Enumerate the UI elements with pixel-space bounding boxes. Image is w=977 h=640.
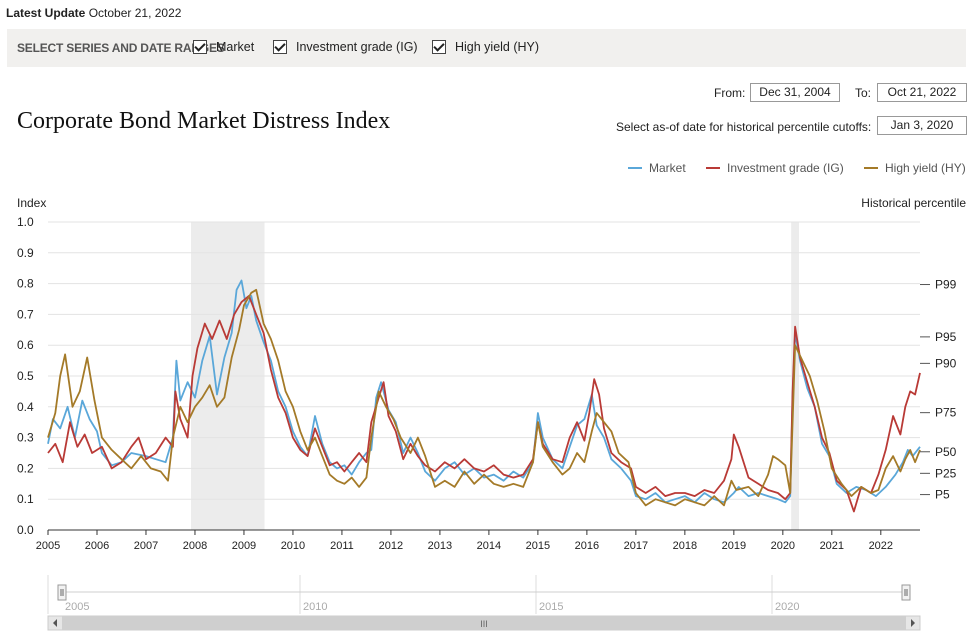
latest-update: Latest Update October 21, 2022 xyxy=(6,6,181,20)
latest-update-label: Latest Update xyxy=(6,6,86,20)
percentile-label: P5 xyxy=(935,488,950,502)
y-tick-label: 0.8 xyxy=(17,277,34,291)
checkmark-icon[interactable] xyxy=(432,40,446,54)
navigator-label: 2005 xyxy=(65,601,89,613)
x-tick-label: 2014 xyxy=(477,540,501,552)
legend-item[interactable]: Investment grade (IG) xyxy=(727,161,844,175)
series-selector-lead: SELECT SERIES AND DATE RANGES xyxy=(17,41,225,55)
series-line-hy xyxy=(47,288,921,507)
high-yield-checkbox[interactable]: High yield (HY) xyxy=(432,40,539,54)
series-line-ig xyxy=(47,295,921,513)
x-tick-label: 2013 xyxy=(428,540,452,552)
chart-title: Corporate Bond Market Distress Index xyxy=(17,108,391,134)
percentile-label: P25 xyxy=(935,466,957,480)
percentile-label: P90 xyxy=(935,356,957,370)
to-label: To: xyxy=(855,86,872,100)
range-navigator[interactable]: 2005 2010 2015 2020 xyxy=(47,575,911,614)
scroll-left-arrow-icon[interactable] xyxy=(53,619,57,627)
navigator-scrollbar[interactable]: III xyxy=(47,615,921,631)
from-date-input[interactable]: Dec 31, 2004 xyxy=(750,83,840,102)
x-tick-label: 2016 xyxy=(575,540,599,552)
x-tick-label: 2018 xyxy=(673,540,697,552)
to-date-input[interactable]: Oct 21, 2022 xyxy=(877,83,967,102)
y-tick-label: 0.7 xyxy=(17,307,34,321)
investment-grade-checkbox-label: Investment grade (IG) xyxy=(296,40,418,54)
investment-grade-checkbox[interactable]: Investment grade (IG) xyxy=(273,40,418,54)
y-tick-label: 0.6 xyxy=(17,338,34,352)
navigator-label: 2020 xyxy=(775,601,799,613)
x-tick-label: 2007 xyxy=(134,540,158,552)
legend-item[interactable]: Market xyxy=(649,161,686,175)
x-tick-label: 2022 xyxy=(869,540,893,552)
x-tick-label: 2006 xyxy=(85,540,109,552)
percentile-axis-label: Historical percentile xyxy=(861,196,966,210)
percentile-label: P99 xyxy=(935,278,957,292)
x-tick-label: 2009 xyxy=(232,540,256,552)
recession-band xyxy=(191,222,265,530)
scrollbar-track[interactable] xyxy=(47,615,921,631)
x-tick-label: 2010 xyxy=(281,540,305,552)
navigator-left-handle[interactable] xyxy=(57,584,67,601)
x-tick-label: 2017 xyxy=(624,540,648,552)
percentile-label: P95 xyxy=(935,330,957,344)
scroll-right-arrow-icon[interactable] xyxy=(911,619,915,627)
y-tick-label: 0.1 xyxy=(17,492,34,506)
percentile-label: P50 xyxy=(935,445,957,459)
x-tick-label: 2011 xyxy=(330,540,354,552)
x-tick-label: 2019 xyxy=(722,540,746,552)
scrollbar-thumb[interactable] xyxy=(62,616,906,630)
percentile-label: P75 xyxy=(935,406,957,420)
market-checkbox[interactable]: Market xyxy=(193,40,254,54)
y-tick-label: 0.4 xyxy=(17,400,34,414)
x-tick-label: 2020 xyxy=(771,540,795,552)
market-checkbox-label: Market xyxy=(216,40,255,54)
x-tick-label: 2021 xyxy=(820,540,844,552)
y-tick-label: 0.3 xyxy=(17,431,34,445)
y-axis-label: Index xyxy=(17,196,46,210)
recession-band xyxy=(791,222,799,530)
y-tick-label: 0.9 xyxy=(17,246,34,260)
scrollbar-grip: III xyxy=(480,619,488,629)
navigator-label: 2015 xyxy=(539,601,563,613)
series-selector-bar: SELECT SERIES AND DATE RANGES Market Inv… xyxy=(7,29,966,67)
latest-update-date: October 21, 2022 xyxy=(88,6,182,20)
checkmark-icon[interactable] xyxy=(193,40,207,54)
navigator-right-handle[interactable] xyxy=(901,584,911,601)
x-tick-label: 2005 xyxy=(36,540,60,552)
y-tick-label: 1.0 xyxy=(17,215,34,229)
y-tick-label: 0.5 xyxy=(17,369,34,383)
checkmark-icon[interactable] xyxy=(273,40,287,54)
x-tick-label: 2015 xyxy=(526,540,550,552)
asof-label: Select as-of date for historical percent… xyxy=(616,120,872,134)
legend-item[interactable]: High yield (HY) xyxy=(885,161,966,175)
x-tick-label: 2012 xyxy=(379,540,403,552)
navigator-label: 2010 xyxy=(303,601,327,613)
from-label: From: xyxy=(714,86,746,100)
y-tick-label: 0.2 xyxy=(17,461,34,475)
y-tick-label: 0.0 xyxy=(17,523,34,537)
series-line-market xyxy=(47,279,921,504)
high-yield-checkbox-label: High yield (HY) xyxy=(455,40,540,54)
x-tick-label: 2008 xyxy=(183,540,207,552)
asof-date-input[interactable]: Jan 3, 2020 xyxy=(877,116,967,135)
